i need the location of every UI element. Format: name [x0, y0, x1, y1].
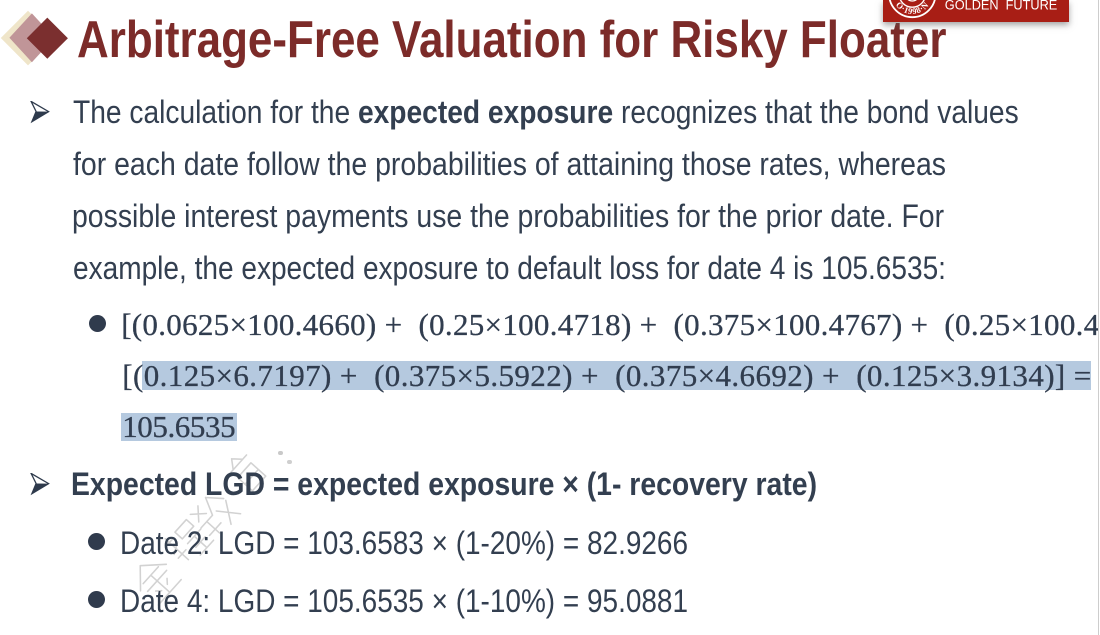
- svg-text:O·1998·N: O·1998·N: [894, 0, 931, 16]
- svg-text:GOLDEN FUTURE: GOLDEN FUTURE: [945, 0, 1058, 12]
